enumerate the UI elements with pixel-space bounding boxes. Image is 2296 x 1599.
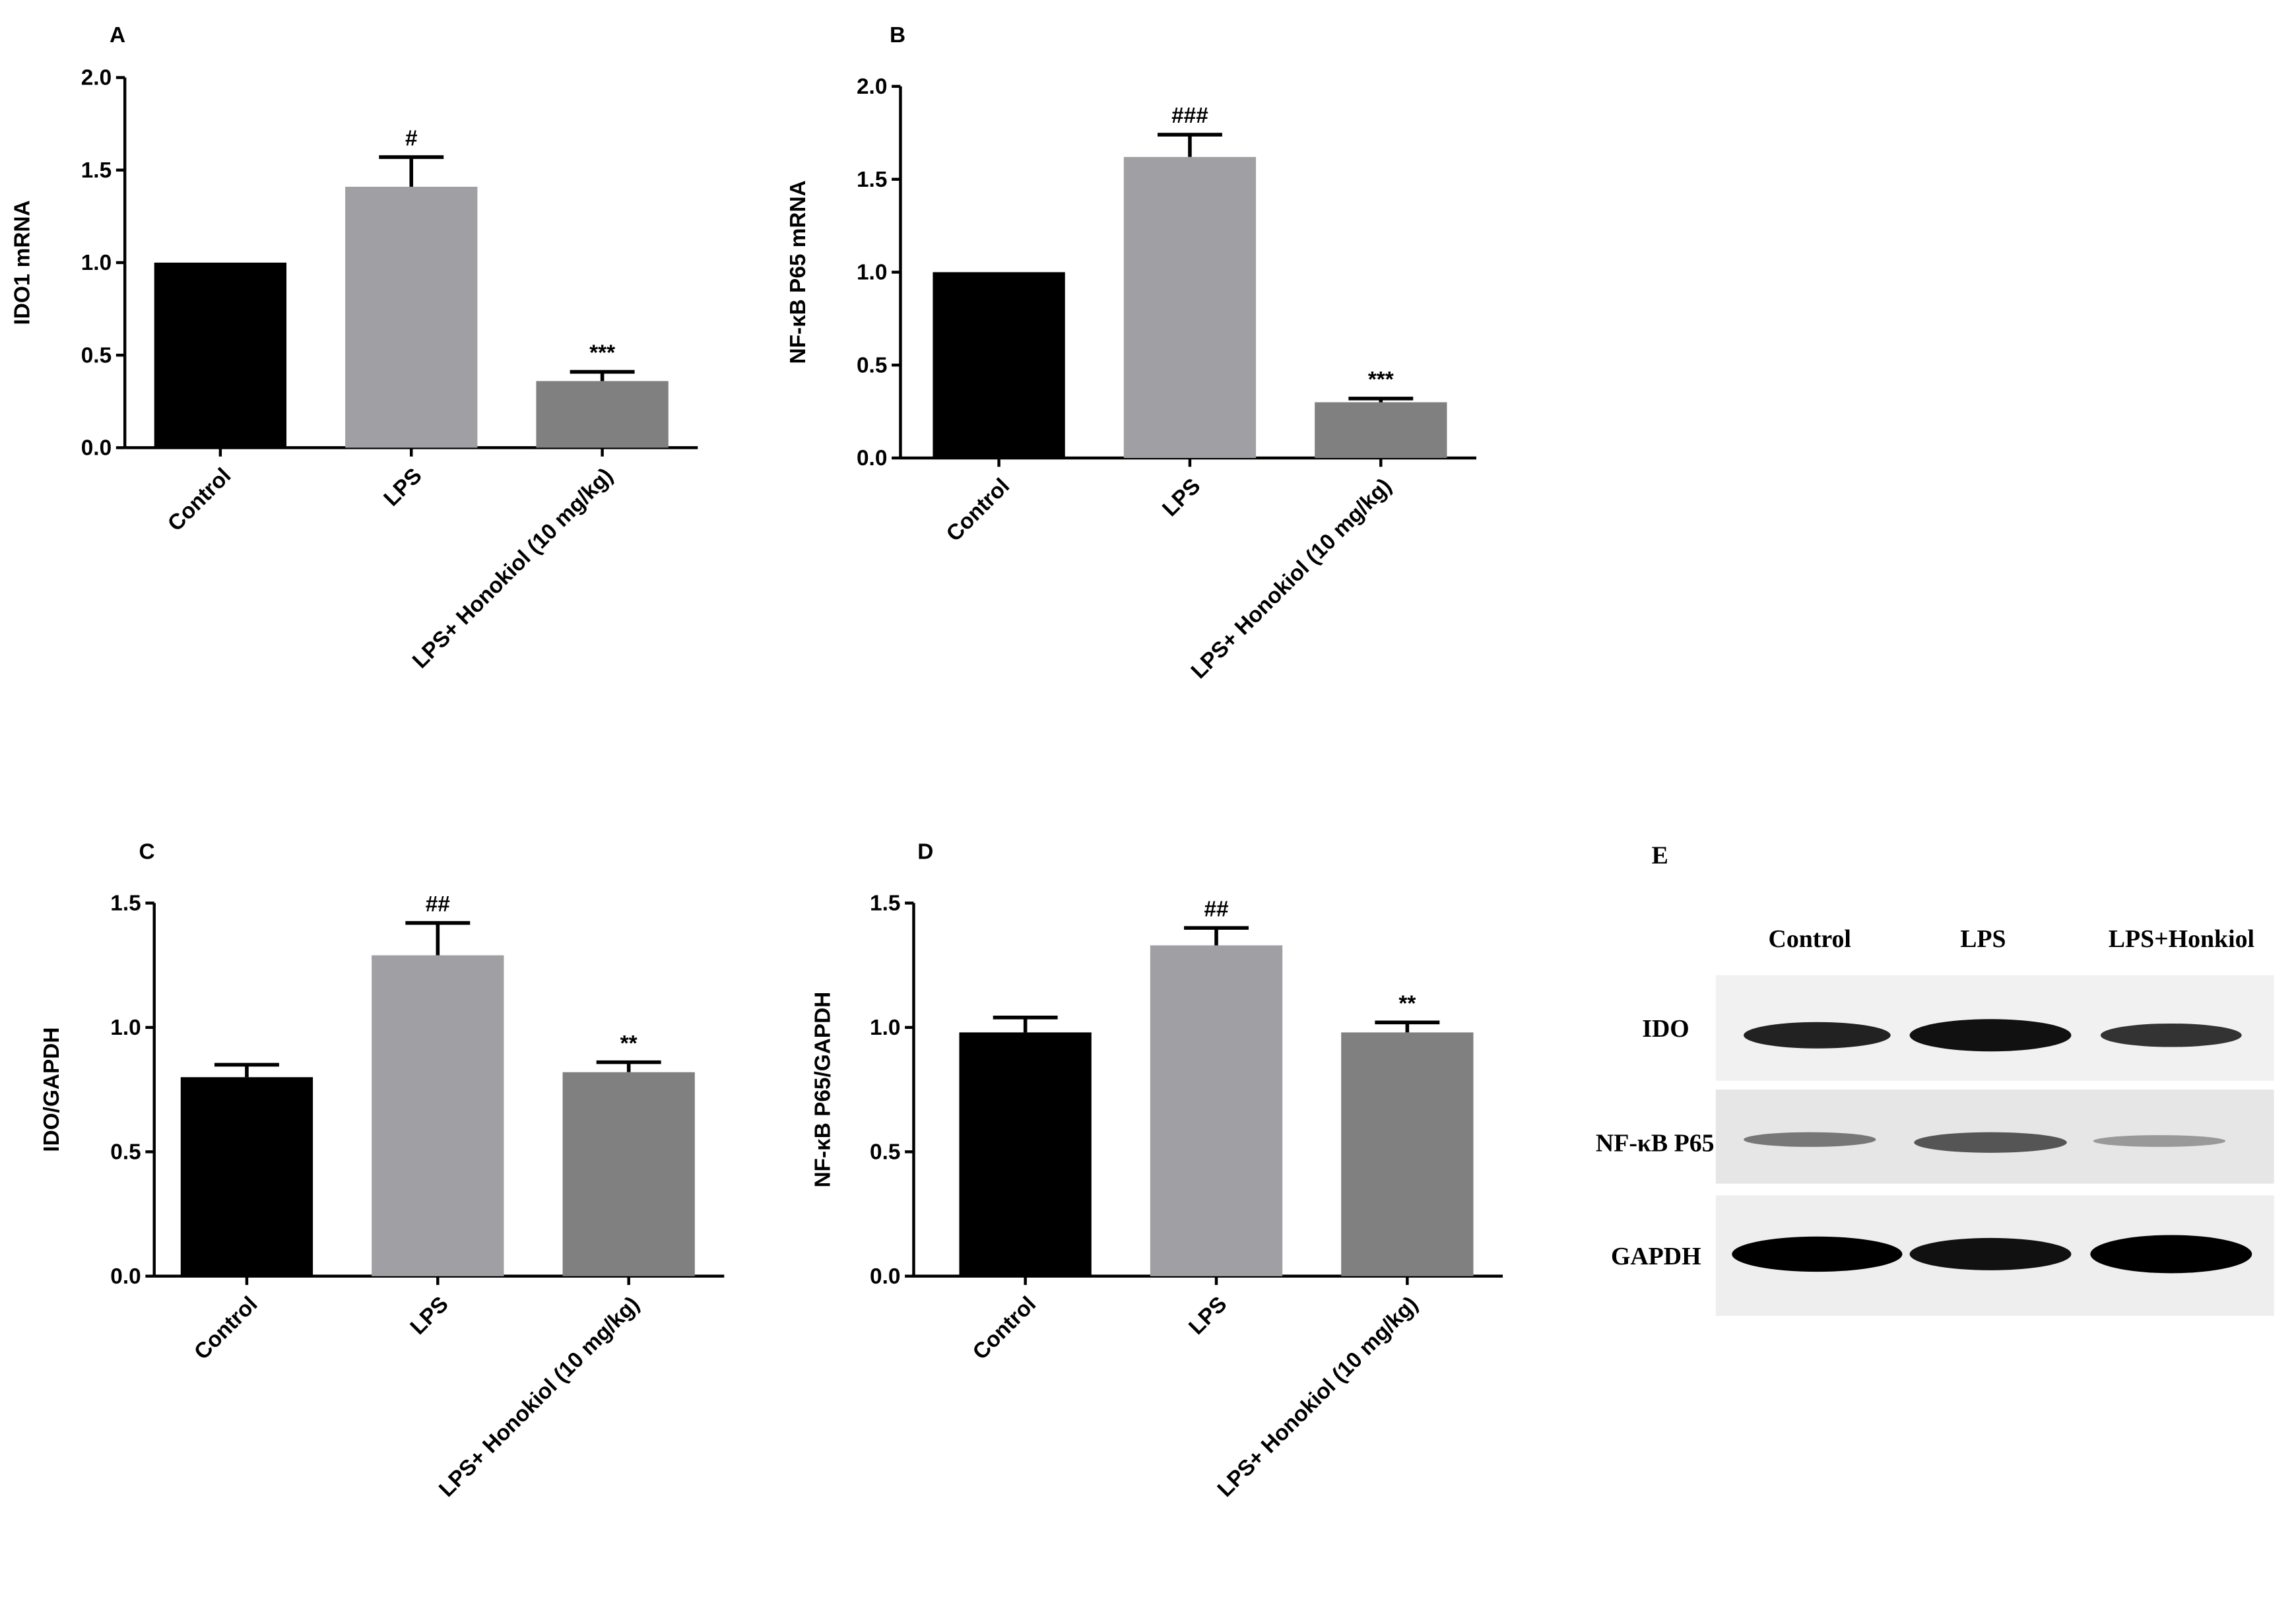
y-tick-label: 2.0 — [857, 75, 887, 99]
x-tick-label: LPS+ Honokiol (10 mg/kg) — [1213, 1292, 1423, 1502]
blot-row-label: IDO — [1642, 1015, 1689, 1043]
y-tick-label: 0.5 — [110, 1140, 141, 1164]
bar — [959, 1032, 1092, 1276]
significance-mark: *** — [589, 341, 615, 366]
significance-mark: ## — [1204, 897, 1229, 921]
x-tick-label: Control — [942, 474, 1014, 546]
blot-image — [1715, 975, 2274, 1316]
x-tick-label: LPS+ Honokiol (10 mg/kg) — [408, 463, 618, 673]
blot-column-label: Control — [1769, 925, 1851, 953]
bar — [1341, 1032, 1474, 1276]
x-tick-label: Control — [163, 463, 236, 536]
y-tick-label: 0.0 — [870, 1264, 900, 1289]
x-tick-label: Control — [968, 1292, 1041, 1365]
x-tick-label: LPS+ Honokiol (10 mg/kg) — [434, 1292, 644, 1502]
bar — [933, 272, 1065, 458]
panel-label: A — [110, 23, 125, 48]
y-tick-label: 2.0 — [81, 66, 112, 90]
bar — [562, 1072, 695, 1276]
bar — [1150, 945, 1283, 1276]
y-tick-label: 1.5 — [870, 892, 900, 916]
panel-label: D — [917, 840, 933, 865]
x-tick-label: LPS — [1158, 474, 1205, 521]
x-tick-label: LPS — [406, 1292, 453, 1340]
y-axis-label: IDO1 mRNA — [11, 200, 35, 325]
y-tick-label: 0.5 — [870, 1140, 900, 1164]
y-tick-label: 1.0 — [81, 251, 112, 275]
x-tick-label: LPS — [1184, 1292, 1231, 1340]
y-tick-label: 0.0 — [81, 436, 112, 461]
y-tick-label: 1.5 — [110, 892, 141, 916]
y-axis-label: NF-κB P65/GAPDH — [811, 992, 836, 1188]
significance-mark: ** — [1398, 992, 1416, 1016]
y-tick-label: 1.0 — [870, 1016, 900, 1040]
panel-label: C — [139, 840, 155, 865]
bar — [372, 955, 504, 1276]
y-tick-label: 0.5 — [857, 353, 887, 377]
y-tick-label: 0.5 — [81, 343, 112, 368]
bar — [154, 262, 287, 448]
y-axis-label: NF-κB P65 mRNA — [786, 180, 810, 364]
bar — [1123, 156, 1257, 458]
blot-column-label: LPS+Honkiol — [2109, 925, 2254, 953]
y-tick-label: 0.0 — [857, 446, 887, 471]
significance-mark: *** — [1368, 368, 1394, 392]
significance-mark: ## — [426, 892, 451, 917]
y-tick-label: 1.5 — [857, 168, 887, 192]
x-tick-label: Control — [189, 1292, 262, 1365]
bar — [536, 381, 669, 448]
y-tick-label: 0.0 — [110, 1264, 141, 1289]
bar — [345, 186, 478, 448]
blot-row-label: NF-κB P65 — [1596, 1130, 1715, 1158]
panel-label: E — [1652, 841, 1668, 869]
significance-mark: ** — [620, 1031, 638, 1056]
bar — [180, 1077, 313, 1276]
blot-row-label: GAPDH — [1611, 1243, 1701, 1270]
y-tick-label: 1.0 — [110, 1016, 141, 1040]
bar — [1315, 402, 1447, 458]
significance-mark: # — [405, 126, 418, 150]
x-tick-label: LPS+ Honokiol (10 mg/kg) — [1187, 474, 1396, 684]
x-tick-label: LPS — [379, 463, 427, 511]
y-axis-label: IDO/GAPDH — [40, 1028, 64, 1152]
blot-column-label: LPS — [1960, 925, 2006, 953]
y-tick-label: 1.0 — [857, 261, 887, 285]
y-tick-label: 1.5 — [81, 158, 112, 183]
significance-mark: ### — [1171, 104, 1208, 128]
panel-label: B — [890, 23, 905, 48]
